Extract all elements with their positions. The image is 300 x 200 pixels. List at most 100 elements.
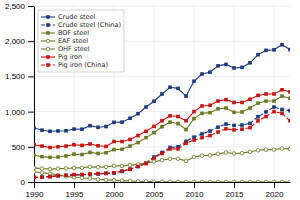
point: [160, 180, 164, 182]
point: [80, 166, 84, 170]
point: [264, 115, 268, 119]
y-axis: 05001,0001,5002,0002,500: [5, 2, 35, 187]
point: [184, 94, 188, 98]
point: [40, 171, 44, 175]
point: [128, 163, 132, 167]
legend-marker: [46, 15, 50, 19]
point: [40, 128, 44, 132]
point: [232, 111, 236, 115]
point: [128, 144, 132, 148]
legend-label: Crude steel (China): [58, 21, 121, 29]
x-axis-line: [35, 182, 291, 183]
legend-item: OHF steel: [41, 45, 90, 53]
point: [152, 156, 156, 160]
point: [256, 115, 260, 119]
point: [112, 140, 116, 144]
point: [200, 104, 204, 108]
series: [34, 105, 290, 179]
point: [80, 173, 84, 177]
point: [160, 151, 164, 155]
point: [144, 136, 148, 140]
point: [88, 151, 92, 155]
grid: [34, 6, 290, 182]
point: [184, 180, 188, 182]
point: [96, 125, 100, 129]
legend-box: [38, 10, 124, 72]
point: [224, 180, 228, 182]
point: [288, 48, 290, 52]
point: [144, 162, 148, 166]
point: [224, 106, 228, 110]
point: [280, 43, 284, 47]
point: [264, 180, 268, 182]
point: [136, 112, 140, 116]
point: [232, 180, 236, 182]
point: [232, 101, 236, 105]
point: [96, 165, 100, 169]
point: [120, 170, 124, 174]
point: [152, 131, 156, 135]
point: [264, 110, 268, 114]
line: [34, 149, 290, 169]
point: [40, 155, 44, 159]
x-tick-label: 2005: [146, 190, 164, 199]
point: [80, 144, 84, 148]
point: [88, 172, 92, 176]
point: [216, 130, 220, 134]
x-tick-mark: [114, 182, 115, 188]
x-tick-mark: [34, 182, 35, 188]
point: [88, 177, 92, 181]
y-tick-label: 500: [12, 143, 26, 152]
point: [128, 167, 132, 171]
legend-item: Pig iron (China): [41, 61, 108, 69]
point: [144, 161, 148, 165]
legend-marker: [46, 31, 50, 35]
y-tick-label: 1,000: [5, 108, 26, 117]
point: [160, 125, 164, 129]
point: [208, 103, 212, 107]
legend-label: Crude steel: [58, 13, 95, 21]
point: [34, 176, 36, 180]
point: [248, 150, 252, 154]
point: [72, 127, 76, 131]
x-tick-mark: [274, 182, 275, 188]
legend-item: Crude steel (China): [41, 21, 121, 29]
point: [34, 176, 36, 180]
line: [34, 90, 290, 148]
point: [56, 155, 60, 159]
point: [256, 101, 260, 105]
point: [112, 171, 116, 175]
y-grid-line: [34, 6, 290, 7]
x-tick-label: 2010: [186, 190, 204, 199]
point: [256, 94, 260, 98]
legend-item: Pig iron: [41, 53, 82, 61]
point: [80, 127, 84, 131]
point: [112, 178, 116, 182]
point: [224, 63, 228, 67]
point: [48, 175, 52, 179]
point: [248, 61, 252, 65]
legend-marker: [46, 23, 50, 27]
point: [264, 92, 268, 96]
series: [34, 94, 290, 159]
y-tick-mark: [28, 182, 34, 183]
point: [288, 96, 290, 100]
point: [160, 158, 164, 162]
point: [120, 164, 124, 168]
legend-marker: [46, 39, 50, 43]
legend-label: OHF steel: [58, 45, 90, 53]
point: [136, 141, 140, 145]
point: [208, 153, 212, 157]
point: [112, 121, 116, 125]
point: [96, 152, 100, 156]
point: [72, 143, 76, 147]
point: [104, 165, 108, 169]
point: [56, 129, 60, 133]
y-tick-mark: [28, 41, 34, 42]
line: [34, 107, 290, 177]
point: [88, 165, 92, 169]
point: [272, 148, 276, 152]
point: [56, 145, 60, 149]
point: [208, 180, 212, 182]
point: [264, 99, 268, 103]
